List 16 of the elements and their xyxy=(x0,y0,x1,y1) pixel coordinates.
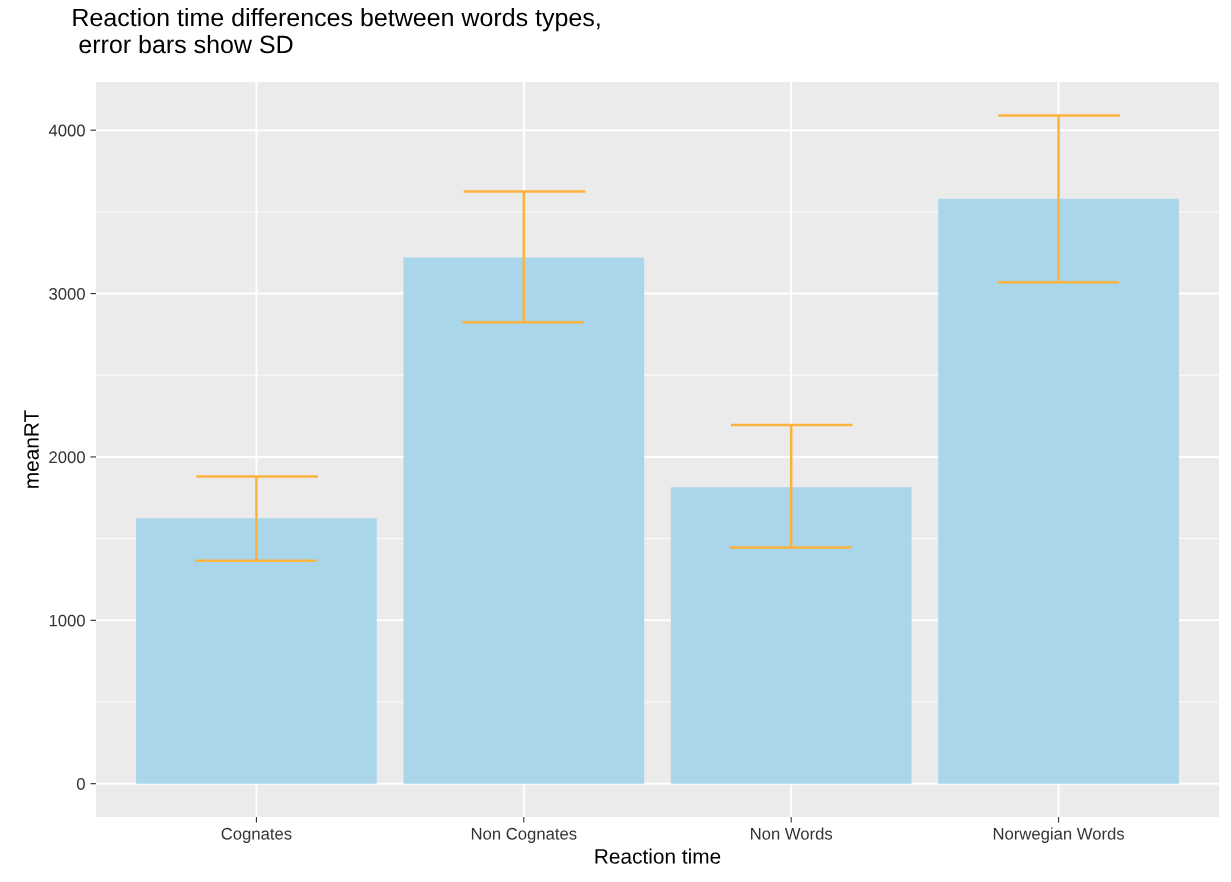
bar xyxy=(136,518,377,784)
bar xyxy=(938,198,1179,784)
x-tick-label: Non Words xyxy=(751,827,833,840)
x-tick-label: Cognates xyxy=(221,827,292,843)
x-tick-label: Non Cognates xyxy=(471,827,577,843)
bar xyxy=(670,487,912,784)
y-tick-label: 0 xyxy=(76,778,85,790)
bar xyxy=(403,257,645,784)
y-tick-label: 4000 xyxy=(48,124,85,137)
x-tick-label: Norwegian Words xyxy=(993,827,1125,843)
y-axis-title: meanRT xyxy=(24,410,39,488)
y-tick-label: 3000 xyxy=(49,287,85,300)
chart-title: Reaction time differences between words types, error bars show SD xyxy=(73,8,600,54)
y-tick-label: 1000 xyxy=(49,614,85,627)
x-axis-title: Reaction time xyxy=(595,848,721,864)
y-tick-label: 2000 xyxy=(49,451,85,464)
